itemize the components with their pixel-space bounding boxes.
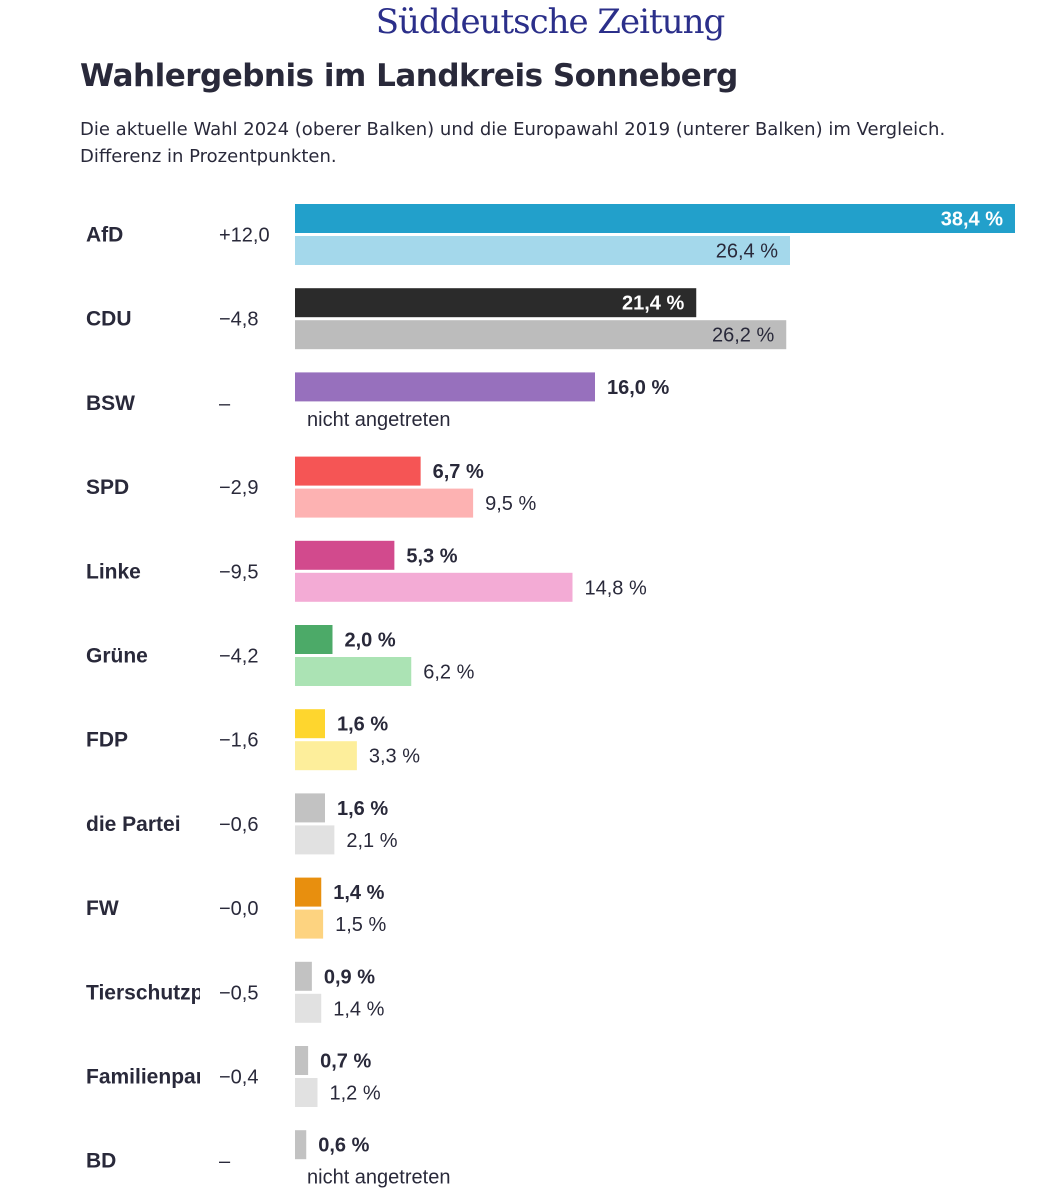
value-label-previous-spd: 9,5 % bbox=[485, 493, 536, 515]
value-label-current-tierschutzpa: 0,9 % bbox=[324, 966, 375, 988]
value-label-current-familienpart: 0,7 % bbox=[320, 1051, 371, 1073]
value-label-previous-fw: 1,5 % bbox=[335, 914, 386, 936]
bar-current-bd bbox=[295, 1130, 307, 1160]
bar-previous-cdu bbox=[295, 320, 787, 350]
bar-previous-gr-ne bbox=[295, 657, 412, 686]
not-participated-label-bd: nicht angetreten bbox=[307, 1167, 450, 1189]
party-label-fdp: FDP bbox=[86, 729, 128, 752]
value-label-previous-gr-ne: 6,2 % bbox=[423, 662, 474, 684]
diff-label-familienpart: −0,4 bbox=[219, 1067, 258, 1089]
bar-current-fdp bbox=[295, 709, 325, 739]
bar-current-cdu bbox=[295, 288, 697, 318]
party-label-bsw: BSW bbox=[86, 392, 135, 415]
bar-previous-spd bbox=[295, 488, 474, 518]
bar-previous-afd bbox=[295, 236, 790, 265]
chart-title: Wahlergebnis im Landkreis Sonneberg bbox=[80, 58, 738, 94]
subtitle-line-1: Die aktuelle Wahl 2024 (oberer Balken) u… bbox=[80, 119, 946, 140]
value-label-previous-die-partei: 2,1 % bbox=[346, 830, 397, 852]
diff-label-gr-ne: −4,2 bbox=[219, 646, 258, 668]
bar-chart: AfD +12,0 38,4 % 26,4 % CDU −4,8 21,4 % 26,2 % B… bbox=[86, 204, 1015, 1189]
value-label-current-afd: 38,4 % bbox=[941, 209, 1003, 231]
value-label-previous-linke: 14,8 % bbox=[585, 577, 647, 599]
value-label-previous-familienpart: 1,2 % bbox=[330, 1083, 381, 1105]
value-label-previous-tierschutzpa: 1,4 % bbox=[333, 998, 384, 1020]
value-label-current-linke: 5,3 % bbox=[406, 545, 457, 567]
bar-previous-tierschutzpa bbox=[295, 993, 322, 1023]
diff-label-fdp: −1,6 bbox=[219, 730, 258, 752]
party-label-gr-ne: Grüne bbox=[86, 645, 148, 668]
party-label-familienpart: Familienpart bbox=[86, 1066, 211, 1089]
value-label-current-bd: 0,6 % bbox=[318, 1135, 369, 1157]
diff-label-linke: −9,5 bbox=[219, 561, 258, 583]
diff-label-spd: −2,9 bbox=[219, 477, 258, 499]
bar-previous-familienpart bbox=[295, 1078, 318, 1107]
bar-current-gr-ne bbox=[295, 625, 333, 654]
value-label-current-cdu: 21,4 % bbox=[622, 293, 684, 315]
party-label-tierschutzpa: Tierschutzpa bbox=[86, 981, 215, 1004]
diff-label-tierschutzpa: −0,5 bbox=[219, 982, 258, 1004]
value-label-current-spd: 6,7 % bbox=[433, 461, 484, 483]
bar-previous-fw bbox=[295, 909, 324, 939]
diff-label-bd: – bbox=[219, 1151, 231, 1173]
diff-label-cdu: −4,8 bbox=[219, 309, 258, 331]
party-label-die-partei: die Partei bbox=[86, 813, 181, 836]
value-label-previous-afd: 26,4 % bbox=[716, 241, 778, 263]
diff-label-afd: +12,0 bbox=[219, 225, 270, 247]
value-label-previous-fdp: 3,3 % bbox=[369, 746, 420, 768]
party-label-bd: BD bbox=[86, 1150, 116, 1173]
party-label-cdu: CDU bbox=[86, 308, 132, 331]
party-label-afd: AfD bbox=[86, 224, 123, 247]
chart-subtitle: Die aktuelle Wahl 2024 (oberer Balken) u… bbox=[80, 116, 1040, 170]
value-label-current-fdp: 1,6 % bbox=[337, 714, 388, 736]
sz-logo: Süddeutsche Zeitung bbox=[375, 2, 726, 42]
value-label-current-die-partei: 1,6 % bbox=[337, 798, 388, 820]
diff-label-bsw: – bbox=[219, 393, 231, 415]
bar-current-fw bbox=[295, 877, 322, 907]
bar-previous-fdp bbox=[295, 741, 357, 771]
party-label-fw: FW bbox=[86, 897, 119, 920]
bar-current-spd bbox=[295, 456, 421, 486]
bar-current-tierschutzpa bbox=[295, 961, 312, 991]
value-label-previous-cdu: 26,2 % bbox=[712, 325, 774, 347]
value-label-current-fw: 1,4 % bbox=[333, 882, 384, 904]
value-label-current-bsw: 16,0 % bbox=[607, 377, 669, 399]
party-label-spd: SPD bbox=[86, 476, 129, 499]
subtitle-line-2: Differenz in Prozentpunkten. bbox=[80, 146, 337, 167]
bar-previous-die-partei bbox=[295, 825, 335, 855]
bar-current-afd bbox=[295, 204, 1015, 233]
value-label-current-gr-ne: 2,0 % bbox=[345, 630, 396, 652]
diff-label-die-partei: −0,6 bbox=[219, 814, 258, 836]
bar-previous-linke bbox=[295, 572, 573, 602]
diff-label-fw: −0,0 bbox=[219, 898, 258, 920]
bar-current-bsw bbox=[295, 372, 595, 402]
bar-current-die-partei bbox=[295, 793, 325, 823]
party-label-linke: Linke bbox=[86, 560, 141, 583]
not-participated-label-bsw: nicht angetreten bbox=[307, 409, 450, 431]
bar-current-familienpart bbox=[295, 1046, 309, 1075]
bar-current-linke bbox=[295, 540, 395, 570]
